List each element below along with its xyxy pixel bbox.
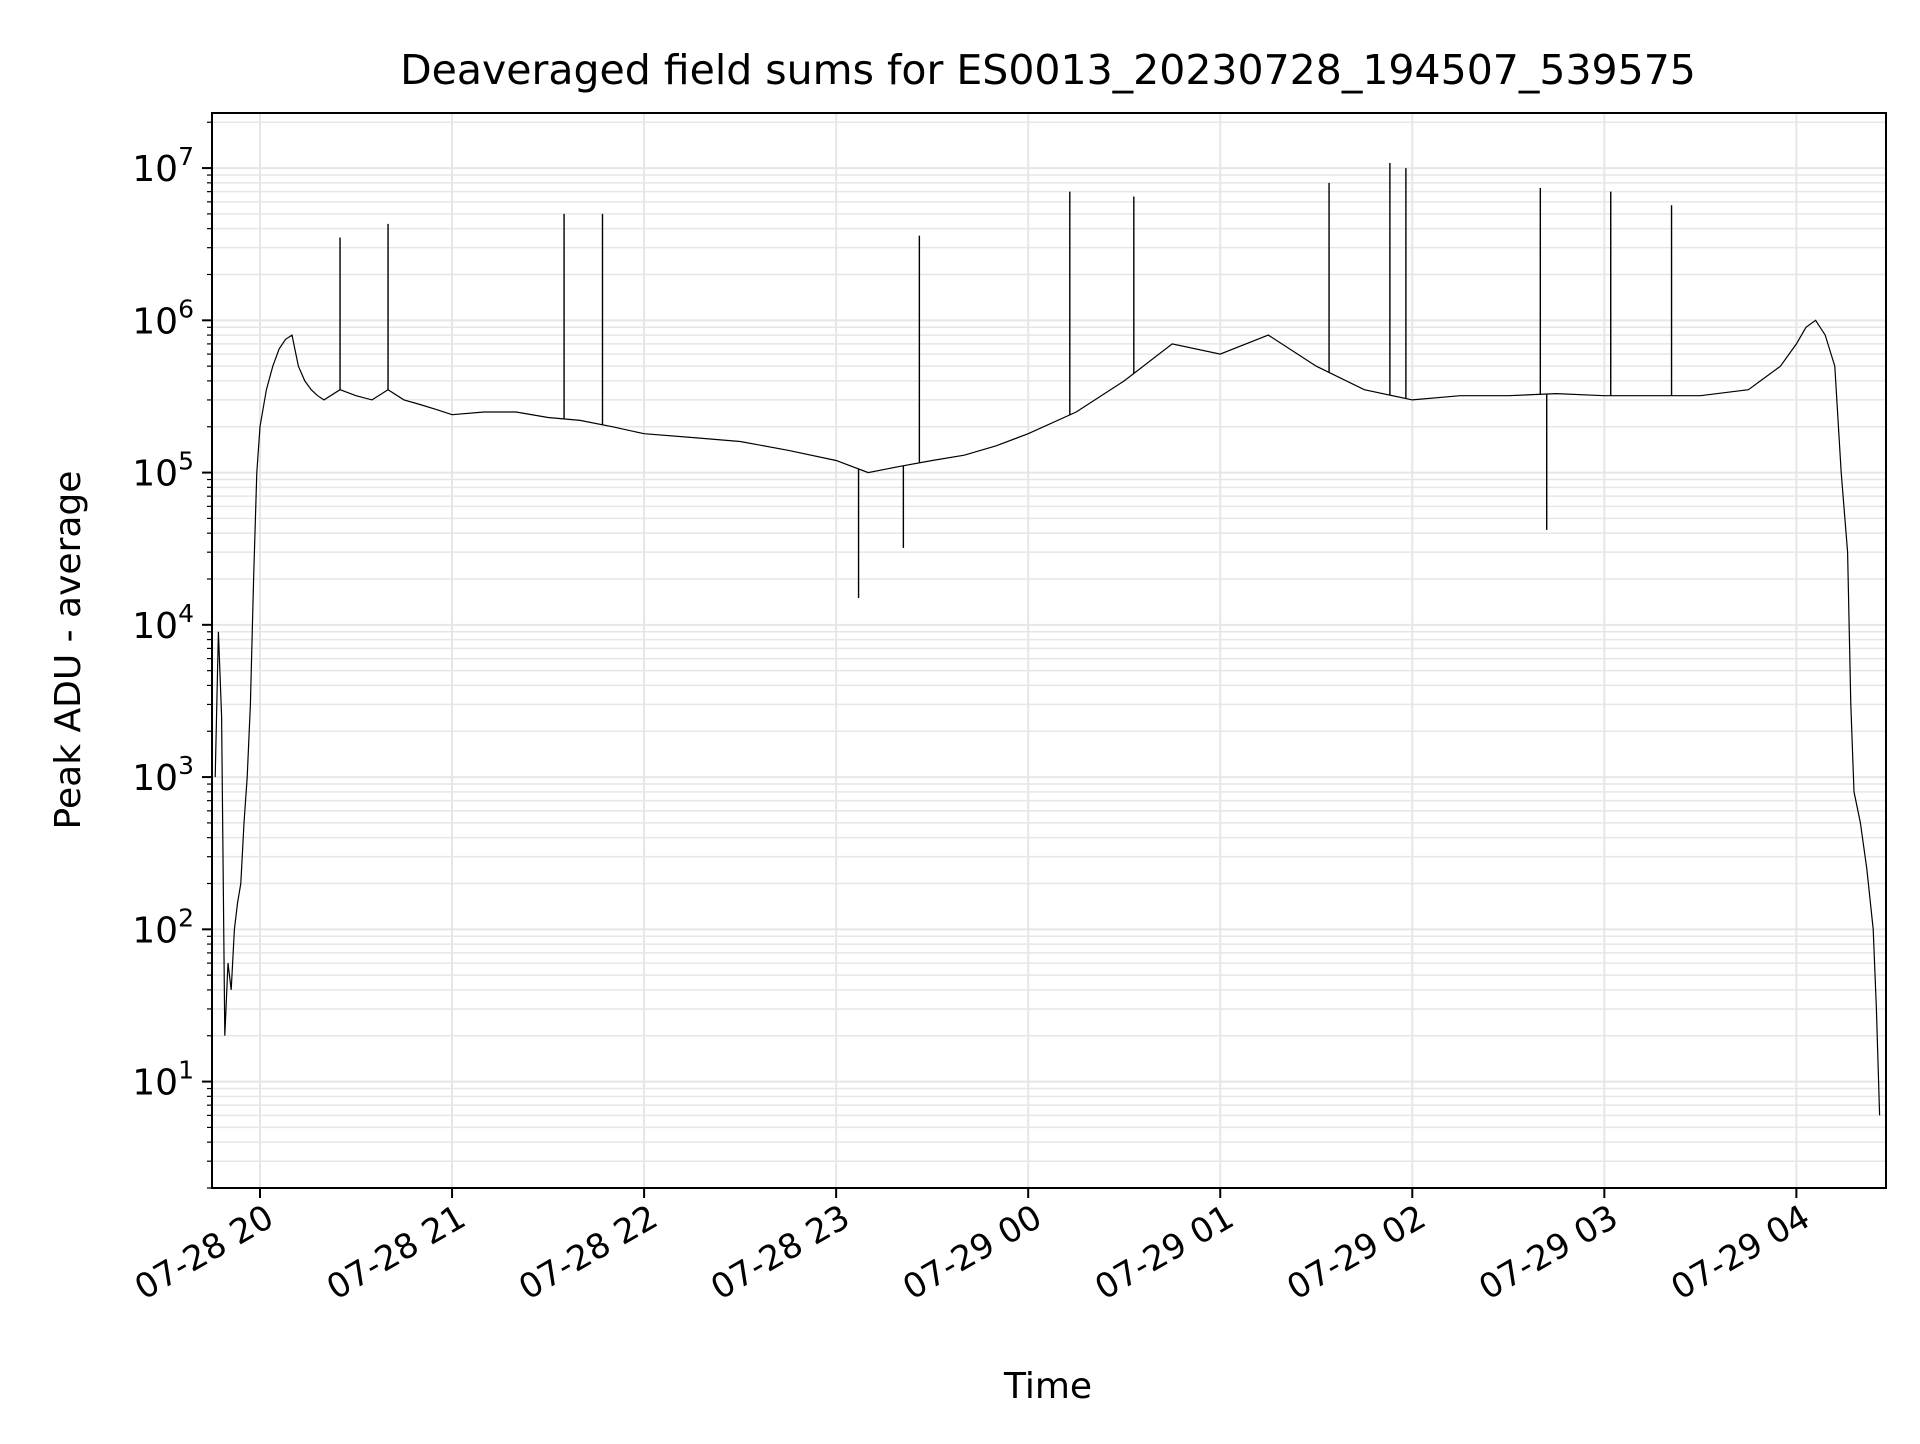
chart-title: Deaveraged field sums for ES0013_2023072… <box>400 46 1696 94</box>
x-tick-label: 07-28 20 <box>128 1197 280 1308</box>
y-axis-label: Peak ADU - average <box>48 471 89 830</box>
y-tick-label-base: 10 <box>132 301 178 342</box>
y-tick-label-exponent: 3 <box>178 751 194 780</box>
axes-frame <box>211 112 1887 1189</box>
y-tick-label-base: 10 <box>132 149 178 190</box>
x-tick-label: 07-29 01 <box>1088 1197 1240 1308</box>
y-tick-label: 101 <box>132 1056 194 1104</box>
y-tick-label-base: 10 <box>132 606 178 647</box>
x-tick-label: 07-29 03 <box>1472 1197 1624 1308</box>
y-tick-label-base: 10 <box>132 454 178 495</box>
series-spikes <box>339 162 1673 599</box>
x-tick-label: 07-29 00 <box>896 1197 1048 1308</box>
y-tick-label-exponent: 1 <box>178 1056 194 1085</box>
x-tick-label: 07-28 23 <box>704 1197 856 1308</box>
series-line <box>214 319 1881 1116</box>
y-tick-label-base: 10 <box>132 1063 178 1104</box>
y-tick-label-base: 10 <box>132 758 178 799</box>
major-gridlines <box>212 113 1886 1188</box>
x-tick-label: 07-29 02 <box>1280 1197 1432 1308</box>
x-tick-label: 07-29 04 <box>1664 1197 1816 1308</box>
y-tick-label: 105 <box>132 447 194 495</box>
x-tick-label: 07-28 22 <box>512 1197 664 1308</box>
y-tick-label: 106 <box>132 294 194 342</box>
y-tick-label-exponent: 5 <box>178 447 194 476</box>
y-tick-label-exponent: 4 <box>178 599 194 628</box>
y-tick-label: 104 <box>132 599 194 647</box>
minor-gridlines <box>212 121 1886 1189</box>
x-axis-label: Time <box>1003 1366 1092 1407</box>
y-tick-label-exponent: 7 <box>178 142 194 171</box>
x-tick-label: 07-28 21 <box>320 1197 472 1308</box>
y-tick-label: 102 <box>132 903 194 951</box>
y-tick-label-exponent: 6 <box>178 294 194 323</box>
y-tick-label-exponent: 2 <box>178 903 194 932</box>
y-tick-label-base: 10 <box>132 910 178 951</box>
y-tick-label: 103 <box>132 751 194 799</box>
x-axis-ticks: 07-28 20 07-28 21 07-28 22 07-28 23 07-29 00… <box>128 1188 1817 1308</box>
y-tick-label: 107 <box>132 142 194 190</box>
plot-area <box>214 162 1881 1116</box>
